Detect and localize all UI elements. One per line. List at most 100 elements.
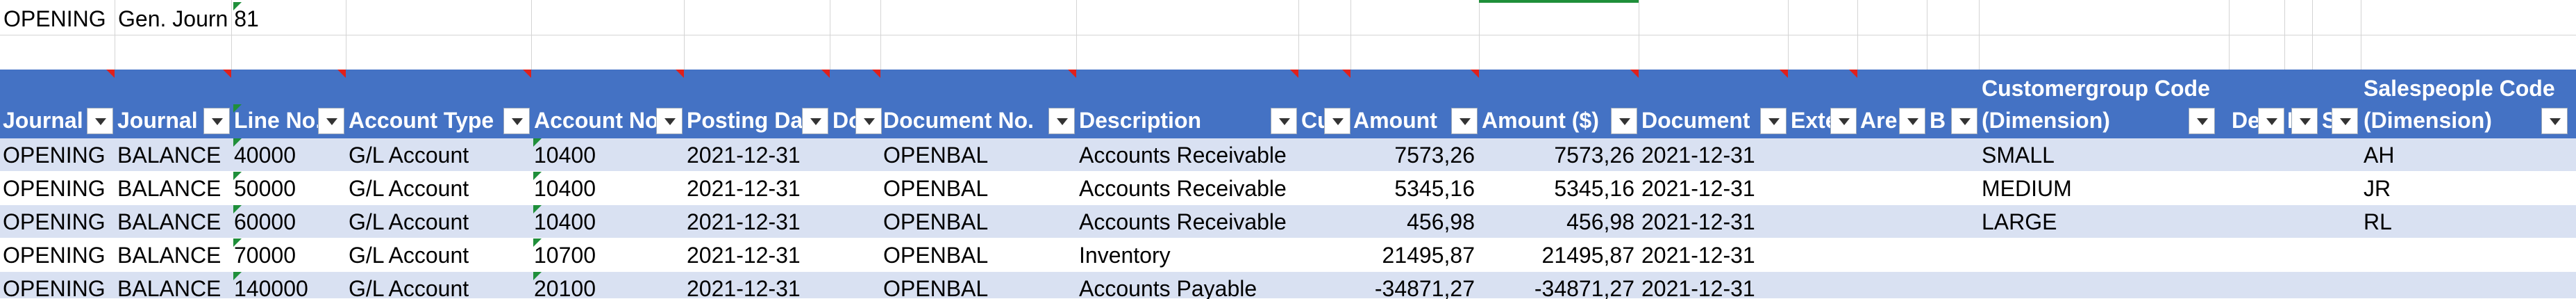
cell-salesperson[interactable]: RL: [2364, 209, 2392, 234]
filter-dropdown-button[interactable]: [1951, 108, 1977, 134]
cell-journal[interactable]: OPENING: [3, 243, 106, 268]
cell-batch[interactable]: BALANCE: [117, 276, 221, 299]
cell-line-no[interactable]: 70000: [234, 243, 296, 268]
cell-document-no[interactable]: OPENBAL: [883, 243, 989, 268]
filter-dropdown-button[interactable]: [318, 108, 344, 134]
cell-account-type[interactable]: G/L Account: [349, 276, 469, 299]
cell-document-no[interactable]: OPENBAL: [883, 276, 989, 299]
cell-posting-date[interactable]: 2021-12-31: [687, 143, 801, 168]
cell-amount-lcy[interactable]: 7573,26: [1554, 143, 1634, 168]
header-customergroup-top: Customergroup Code: [1982, 76, 2210, 101]
cell-document-date[interactable]: 2021-12-31: [1641, 143, 1755, 168]
cell-account-no[interactable]: 20100: [534, 276, 596, 299]
cell-description[interactable]: Inventory: [1079, 243, 1171, 268]
cell-description[interactable]: Accounts Receivable: [1079, 176, 1287, 201]
cell-customergroup[interactable]: LARGE: [1982, 209, 2057, 234]
cell-account-type[interactable]: G/L Account: [349, 176, 469, 201]
cell-account-type[interactable]: G/L Account: [349, 209, 469, 234]
cell-journal[interactable]: OPENING: [3, 176, 106, 201]
cell-line-no[interactable]: 40000: [234, 143, 296, 168]
cell-account-no[interactable]: 10700: [534, 243, 596, 268]
filter-dropdown-button[interactable]: [2332, 108, 2358, 134]
cell-posting-date[interactable]: 2021-12-31: [687, 276, 801, 299]
cell-batch[interactable]: BALANCE: [117, 209, 221, 234]
filter-dropdown-button[interactable]: [503, 108, 530, 134]
cell-amount[interactable]: -34871,27: [1374, 276, 1475, 299]
cell-customergroup[interactable]: [1979, 272, 2229, 299]
cell-salesperson[interactable]: AH: [2364, 143, 2395, 168]
table-row[interactable]: OPENING BALANCE 140000 G/L Account 20100…: [0, 272, 2576, 299]
comment-indicator: [1342, 70, 1350, 78]
error-indicator: [233, 239, 242, 247]
table-row[interactable]: OPENING BALANCE 50000 G/L Account 10400 …: [0, 172, 2576, 205]
filter-dropdown-button[interactable]: [802, 108, 828, 134]
filter-dropdown-button[interactable]: [2189, 108, 2215, 134]
cell-description[interactable]: Accounts Receivable: [1079, 209, 1287, 234]
comment-indicator: [1068, 70, 1076, 78]
cell-document-no[interactable]: OPENBAL: [883, 209, 989, 234]
cell-customergroup[interactable]: MEDIUM: [1982, 176, 2072, 201]
cell-customergroup[interactable]: [1979, 239, 2229, 272]
cell-account-no[interactable]: 10400: [534, 209, 596, 234]
table-row[interactable]: OPENING BALANCE 70000 G/L Account 10700 …: [0, 239, 2576, 272]
cell-document-no[interactable]: OPENBAL: [883, 143, 989, 168]
filter-dropdown-button[interactable]: [2258, 108, 2284, 134]
cell-line-no[interactable]: 60000: [234, 209, 296, 234]
cell-account-no[interactable]: 10400: [534, 143, 596, 168]
cell-document-date[interactable]: 2021-12-31: [1641, 176, 1755, 201]
cell-amount-lcy[interactable]: -34871,27: [1534, 276, 1634, 299]
cell-account-no[interactable]: 10400: [534, 176, 596, 201]
cell-amount-lcy[interactable]: 456,98: [1566, 209, 1634, 234]
cell-journal[interactable]: OPENING: [3, 276, 106, 299]
filter-dropdown-button[interactable]: [1271, 108, 1297, 134]
filter-dropdown-button[interactable]: [855, 108, 882, 134]
cell-journal[interactable]: OPENING: [3, 143, 106, 168]
cell-amount[interactable]: 5345,16: [1394, 176, 1475, 201]
table-row[interactable]: OPENING BALANCE 60000 G/L Account 10400 …: [0, 205, 2576, 239]
cell-amount-lcy[interactable]: 21495,87: [1541, 243, 1634, 268]
header-account-type: Account Type: [349, 108, 494, 133]
filter-dropdown-button[interactable]: [1048, 108, 1075, 134]
cell-amount[interactable]: 7573,26: [1394, 143, 1475, 168]
cell-account-type[interactable]: G/L Account: [349, 243, 469, 268]
filter-dropdown-button[interactable]: [1760, 108, 1787, 134]
cell-posting-date[interactable]: 2021-12-31: [687, 209, 801, 234]
cell-document-date[interactable]: 2021-12-31: [1641, 243, 1755, 268]
cell-amount[interactable]: 456,98: [1407, 209, 1475, 234]
filter-dropdown-button[interactable]: [87, 108, 113, 134]
cell-batch[interactable]: BALANCE: [117, 176, 221, 201]
cell-document-date[interactable]: 2021-12-31: [1641, 209, 1755, 234]
cell-account-type[interactable]: G/L Account: [349, 143, 469, 168]
filter-dropdown-button[interactable]: [1899, 108, 1925, 134]
cell-journal[interactable]: OPENING: [3, 209, 106, 234]
error-indicator: [233, 2, 242, 10]
header-doc-type: Do: [833, 108, 858, 133]
cell-amount-lcy[interactable]: 5345,16: [1554, 176, 1634, 201]
cell-document-date[interactable]: 2021-12-31: [1641, 276, 1755, 299]
filter-dropdown-button[interactable]: [2291, 108, 2318, 134]
filter-dropdown-button[interactable]: [203, 108, 230, 134]
cell-document-no[interactable]: OPENBAL: [883, 176, 989, 201]
filter-dropdown-button[interactable]: [656, 108, 683, 134]
cell-line-no[interactable]: 50000: [234, 176, 296, 201]
table-row[interactable]: OPENING BALANCE 40000 G/L Account 10400 …: [0, 138, 2576, 172]
filter-dropdown-button[interactable]: [1830, 108, 1857, 134]
cell-a1[interactable]: OPENING: [3, 6, 106, 31]
filter-dropdown-button[interactable]: [1451, 108, 1478, 134]
cell-salesperson[interactable]: [2361, 272, 2534, 299]
cell-customergroup[interactable]: SMALL: [1982, 143, 2055, 168]
cell-amount[interactable]: 21495,87: [1382, 243, 1475, 268]
filter-dropdown-button[interactable]: [1611, 108, 1637, 134]
cell-salesperson[interactable]: [2361, 239, 2534, 272]
cell-line-no[interactable]: 140000: [234, 276, 308, 299]
cell-batch[interactable]: BALANCE: [117, 243, 221, 268]
cell-batch[interactable]: BALANCE: [117, 143, 221, 168]
cell-posting-date[interactable]: 2021-12-31: [687, 176, 801, 201]
cell-posting-date[interactable]: 2021-12-31: [687, 243, 801, 268]
cell-description[interactable]: Accounts Receivable: [1079, 143, 1287, 168]
cell-b1[interactable]: Gen. Journ 81: [118, 6, 259, 31]
filter-dropdown-button[interactable]: [2541, 108, 2568, 134]
cell-description[interactable]: Accounts Payable: [1079, 276, 1257, 299]
filter-dropdown-button[interactable]: [1324, 108, 1350, 134]
cell-salesperson[interactable]: JR: [2364, 176, 2391, 201]
